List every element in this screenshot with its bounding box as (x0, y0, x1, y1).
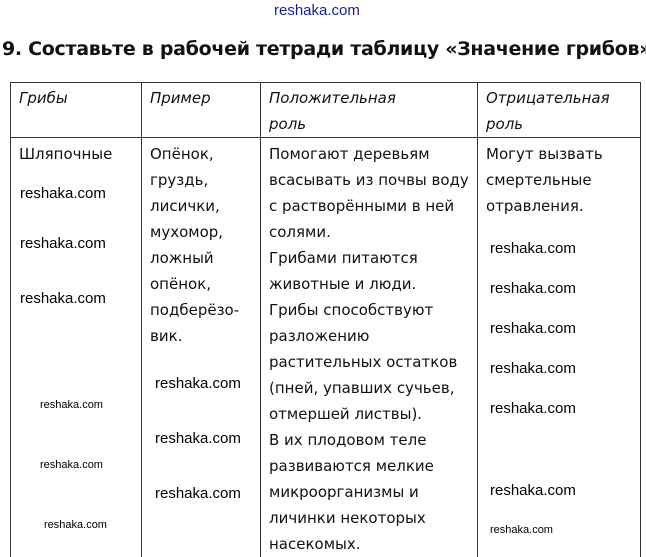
watermark: reshaka.com (20, 235, 106, 252)
task-title: 9. Составьте в рабочей тетради таблицу «… (2, 38, 646, 60)
cell-line: мухомор, (150, 223, 224, 241)
cell-line: (пней, упавших сучьев, (269, 379, 455, 397)
watermark: reshaka.com (40, 459, 103, 471)
table-row: Шляпочные Опёнок, груздь, лисички, мухомор,… (10, 137, 641, 557)
cell-line: груздь, (150, 171, 209, 189)
watermark: reshaka.com (274, 2, 360, 19)
cell-line: личинки некоторых (269, 509, 426, 527)
cell-line: развиваются мелкие (269, 457, 434, 475)
cell-line: микроорганизмы и (269, 483, 419, 501)
cell-line: с растворёнными в ней (269, 197, 455, 215)
cell-line: Опёнок, (150, 145, 214, 163)
watermark: reshaka.com (490, 400, 576, 417)
cell-line: насекомых. (269, 535, 361, 553)
cell-line: всасывать из почвы воду (269, 171, 469, 189)
cell-line: ложный (150, 249, 214, 267)
header-text: роль (269, 115, 307, 133)
cell-line: солями. (269, 223, 331, 241)
cell-examples: Опёнок, груздь, лисички, мухомор, ложный опён… (141, 137, 261, 557)
header-text: Отрицательная (486, 89, 610, 107)
cell-negative: Могут вызвать смертельные отравления. (477, 137, 641, 557)
header-positive: Положительная роль (260, 82, 478, 138)
cell-line: В их плодовом теле (269, 431, 427, 449)
cell-line: животные и люди. (269, 275, 417, 293)
header-example: Пример (141, 82, 261, 138)
cell-line: разложению (269, 327, 370, 345)
header-text: Пример (150, 89, 211, 107)
cell-line: вик. (150, 327, 183, 345)
cell-line: смертельные (486, 171, 592, 189)
cell-line: Грибами питаются (269, 249, 418, 267)
watermark: reshaka.com (155, 430, 241, 447)
cell-line: Могут вызвать (486, 145, 603, 163)
watermark: reshaka.com (44, 519, 107, 531)
watermark: reshaka.com (20, 290, 106, 307)
cell-positive: Помогают деревьям всасывать из почвы воду… (260, 137, 478, 557)
header-text: Положительная (269, 89, 396, 107)
cell-line: подберёзо- (150, 301, 240, 319)
watermark: reshaka.com (490, 482, 576, 499)
header-negative: Отрицательная роль (477, 82, 641, 138)
watermark: reshaka.com (490, 360, 576, 377)
watermark: reshaka.com (490, 240, 576, 257)
cell-line: опёнок, (150, 275, 212, 293)
watermark: reshaka.com (20, 185, 106, 202)
watermark: reshaka.com (155, 375, 241, 392)
cell-line: растительных остатков (269, 353, 458, 371)
cell-line: отмершей листвы). (269, 405, 423, 423)
cell-line: Шляпочные (19, 145, 113, 163)
cell-line: Грибы способствуют (269, 301, 434, 319)
header-mushrooms: Грибы (10, 82, 142, 138)
table-header-row: Грибы Пример Положительная роль Отрицател… (10, 82, 641, 138)
header-text: роль (486, 115, 524, 133)
watermark: reshaka.com (40, 399, 103, 411)
header-text: Грибы (19, 89, 68, 107)
cell-mushrooms: Шляпочные (10, 137, 142, 557)
cell-line: отравления. (486, 197, 584, 215)
watermark: reshaka.com (155, 485, 241, 502)
watermark: reshaka.com (490, 320, 576, 337)
cell-line: Помогают деревьям (269, 145, 430, 163)
watermark: reshaka.com (490, 524, 553, 536)
mushroom-value-table: Грибы Пример Положительная роль Отрицател… (10, 82, 641, 557)
watermark: reshaka.com (490, 280, 576, 297)
cell-line: лисички, (150, 197, 220, 215)
